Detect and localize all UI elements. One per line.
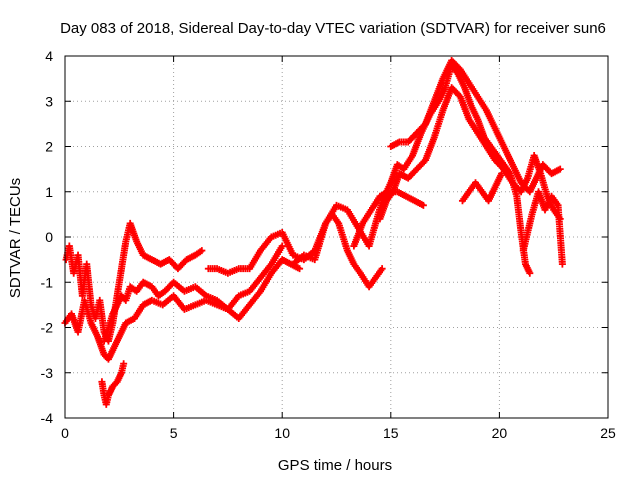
series-track-b bbox=[61, 242, 286, 363]
series-track-h bbox=[387, 57, 564, 196]
y-tick-label: -1 bbox=[41, 274, 54, 290]
data-points bbox=[61, 57, 566, 408]
series-track-i bbox=[350, 188, 427, 250]
data-point bbox=[198, 247, 206, 255]
data-point bbox=[526, 269, 534, 277]
y-tick-label: 0 bbox=[45, 229, 53, 245]
data-point bbox=[556, 165, 564, 173]
y-tick-label: -2 bbox=[41, 320, 54, 336]
data-point bbox=[120, 360, 128, 368]
x-axis-tick-labels: 0 5 10 15 20 25 bbox=[61, 425, 616, 441]
axis-ticks bbox=[64, 55, 609, 419]
y-tick-label: 4 bbox=[45, 48, 53, 64]
series-track-j bbox=[458, 170, 506, 205]
y-tick-label: -3 bbox=[41, 365, 54, 381]
x-tick-label: 20 bbox=[492, 425, 508, 441]
data-point bbox=[278, 242, 286, 250]
data-point bbox=[558, 260, 566, 268]
series-track-c bbox=[98, 360, 128, 408]
x-tick-label: 0 bbox=[61, 425, 69, 441]
data-point bbox=[378, 265, 386, 273]
series-track-d bbox=[100, 256, 304, 345]
series-track-f bbox=[289, 61, 534, 277]
series-track-k bbox=[519, 188, 566, 268]
x-tick-label: 10 bbox=[274, 425, 290, 441]
y-axis-tick-labels: -4 -3 -2 -1 0 1 2 3 4 bbox=[41, 48, 54, 426]
data-point bbox=[498, 170, 506, 178]
x-tick-label: 25 bbox=[600, 425, 616, 441]
series-track-e bbox=[204, 210, 386, 291]
y-tick-label: 3 bbox=[45, 93, 53, 109]
y-tick-label: 2 bbox=[45, 139, 53, 155]
x-axis-label: GPS time / hours bbox=[278, 457, 392, 474]
x-tick-label: 15 bbox=[383, 425, 399, 441]
data-point bbox=[419, 201, 427, 209]
chart-title: Day 083 of 2018, Sidereal Day-to-day VTE… bbox=[60, 20, 606, 37]
y-tick-label: 1 bbox=[45, 184, 53, 200]
y-axis-label: SDTVAR / TECUs bbox=[7, 178, 24, 298]
y-tick-label: -4 bbox=[41, 410, 54, 426]
data-point bbox=[296, 265, 304, 273]
x-tick-label: 5 bbox=[170, 425, 178, 441]
